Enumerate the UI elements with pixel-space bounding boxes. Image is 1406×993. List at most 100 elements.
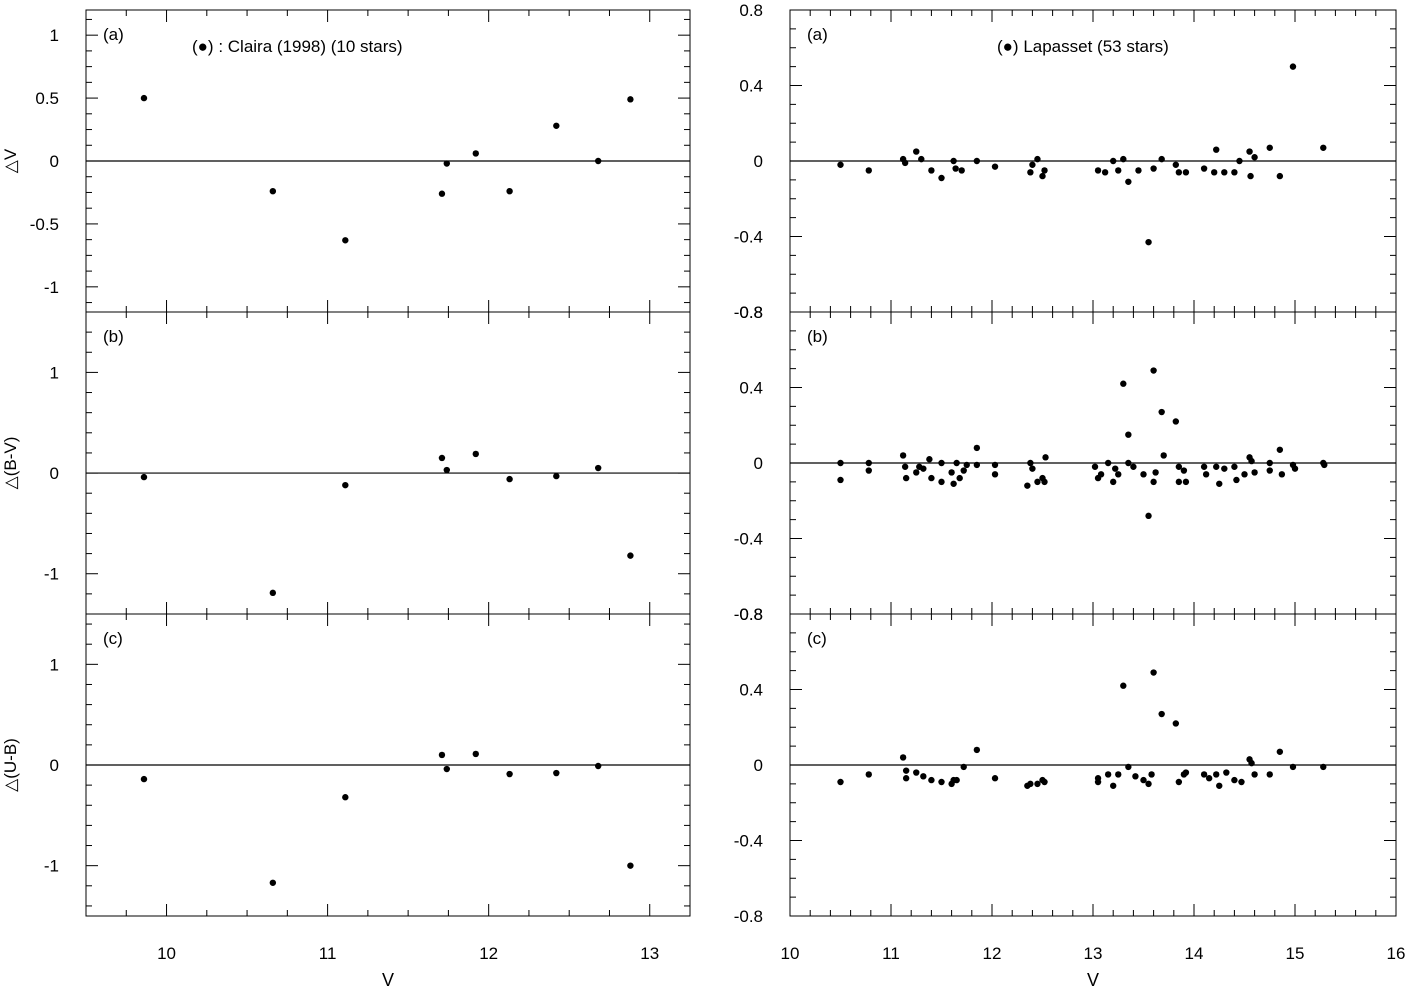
data-point: [950, 157, 957, 165]
data-point: [594, 464, 602, 472]
data-point: [1039, 172, 1046, 180]
data-point: [1289, 63, 1297, 70]
data-point: [1276, 172, 1284, 180]
data-point: [1094, 167, 1102, 174]
data-point: [1101, 169, 1109, 176]
data-point: [938, 778, 945, 786]
data-point: [1247, 172, 1254, 180]
data-point: [920, 773, 927, 780]
data-point: [865, 167, 872, 174]
data-point: [1158, 710, 1165, 718]
legend-text: (●) Lapasset (53 stars): [997, 37, 1169, 56]
data-point: [1125, 178, 1132, 185]
data-point: [902, 775, 910, 782]
data-point: [1091, 463, 1099, 470]
data-point: [1150, 367, 1157, 374]
data-point: [953, 459, 960, 467]
data-point: [1160, 452, 1167, 459]
data-point: [1276, 748, 1284, 755]
x-tick-label: 11: [882, 944, 900, 963]
y-tick-label: -1: [44, 278, 59, 297]
data-point: [1251, 469, 1258, 476]
data-point: [627, 862, 634, 869]
data-point: [1182, 169, 1190, 176]
panel-label: (b): [103, 327, 124, 346]
y-tick-label: -0.8: [734, 605, 763, 624]
data-point: [928, 776, 935, 784]
data-point: [438, 454, 446, 462]
data-point: [506, 770, 513, 778]
data-point: [865, 459, 872, 467]
data-point: [953, 776, 960, 784]
data-point: [594, 762, 602, 770]
data-point: [1200, 771, 1208, 778]
data-point: [963, 461, 970, 469]
data-point: [1320, 144, 1327, 151]
plot-frame: [85, 311, 691, 615]
data-point: [1213, 146, 1220, 153]
data-point: [1266, 467, 1273, 474]
y-tick-label: 0.4: [739, 379, 763, 398]
data-point: [1152, 469, 1159, 476]
data-point: [1135, 167, 1142, 174]
data-point: [269, 188, 277, 195]
data-point: [920, 465, 927, 472]
data-point: [1172, 418, 1180, 425]
data-point: [956, 474, 963, 482]
panel-left-a: 1 0.5 0 -0.5 -1 △V (a) (●) : Claira (1998) (10 …: [1, 9, 691, 313]
y-tick-label: -0.4: [734, 228, 763, 247]
panel-right-c: 0.8 0.4 0 -0.4 -0.8 10 11 12 13 14 15 16 V (c): [734, 605, 1406, 990]
data-point: [553, 122, 560, 129]
data-point: [1125, 459, 1132, 467]
data-point: [1150, 478, 1157, 486]
data-point: [1321, 461, 1328, 469]
data-point: [1145, 512, 1152, 520]
data-point: [1158, 408, 1165, 416]
data-point: [1132, 773, 1139, 780]
x-tick-label: 13: [640, 944, 659, 963]
y-tick-label: -1: [44, 857, 59, 876]
x-tick-label: 13: [1084, 944, 1103, 963]
data-point: [1027, 459, 1034, 467]
panel-label: (a): [807, 25, 828, 44]
data-point: [1158, 155, 1165, 163]
data-point: [1223, 769, 1230, 776]
data-point: [1221, 169, 1228, 176]
data-point: [1027, 780, 1034, 788]
data-point: [1182, 769, 1190, 776]
data-point: [438, 190, 446, 197]
data-point: [1200, 165, 1208, 172]
data-point: [1251, 154, 1258, 161]
data-point: [1266, 144, 1273, 151]
data-point: [1202, 471, 1210, 478]
data-point: [952, 165, 959, 172]
data-point: [1120, 380, 1127, 387]
data-point: [1289, 763, 1297, 771]
data-point: [938, 174, 945, 182]
data-point: [1238, 778, 1245, 786]
data-point: [973, 461, 981, 469]
data-point: [926, 456, 933, 463]
data-point: [948, 469, 955, 476]
y-tick-label: 0.8: [739, 1, 763, 20]
data-point: [472, 750, 479, 758]
data-point: [973, 746, 981, 754]
data-point: [1148, 771, 1155, 778]
data-point: [1236, 157, 1243, 165]
data-point: [1291, 465, 1299, 472]
data-point: [1145, 780, 1152, 788]
x-tick-label: 15: [1286, 944, 1305, 963]
panel-right-b: 0.8 0.4 0 -0.4 -0.8 (b): [734, 303, 1397, 624]
data-point: [1175, 463, 1183, 470]
data-point: [1213, 771, 1220, 778]
data-point: [1231, 169, 1238, 176]
data-point: [1110, 478, 1117, 486]
data-point: [1130, 463, 1137, 470]
data-point: [1241, 471, 1248, 478]
panel-label: (c): [103, 629, 123, 648]
y-tick-label: -0.5: [30, 215, 59, 234]
y-tick-label: 1: [50, 655, 59, 674]
y-tick-label: -0.8: [734, 907, 763, 926]
data-point: [913, 769, 920, 776]
